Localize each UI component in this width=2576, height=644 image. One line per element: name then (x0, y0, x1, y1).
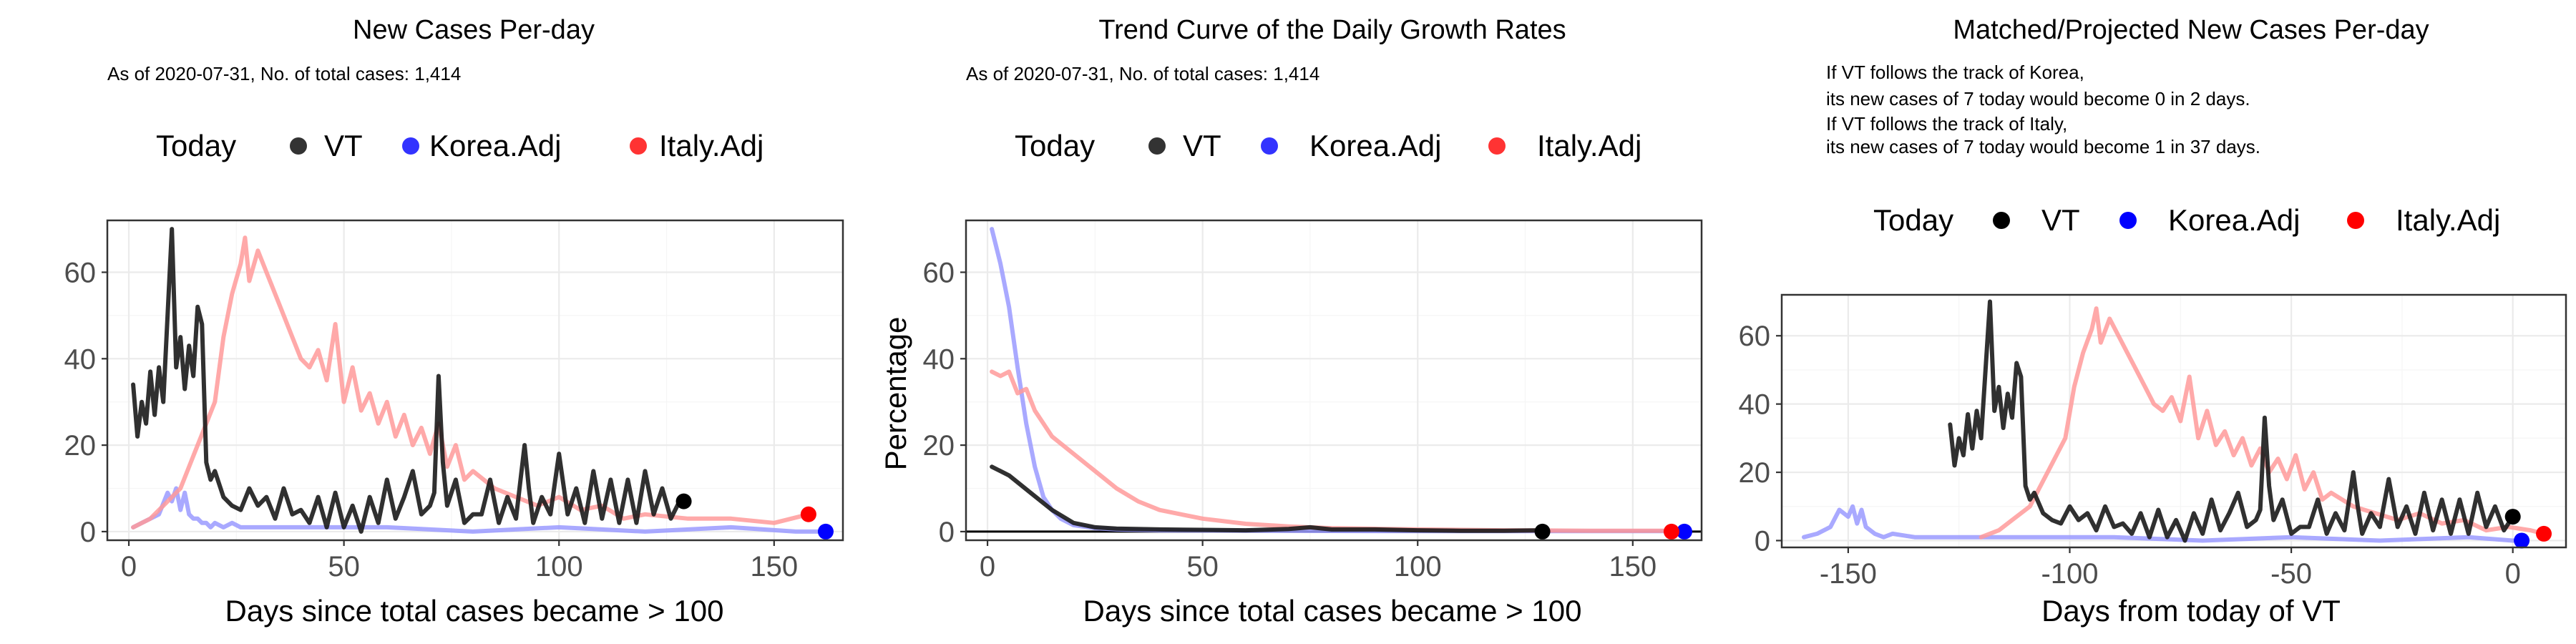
y-tick-label: 20 (923, 430, 955, 462)
legend-vt-label: VT (324, 129, 363, 162)
series-line-vt (1948, 299, 2515, 543)
legend-italy-dot (630, 137, 647, 155)
legend-korea-label: Korea.Adj (2168, 203, 2300, 237)
today-point-italy (800, 506, 816, 522)
legend-italy-dot (1488, 137, 1506, 155)
panel-3-title: Matched/Projected New Cases Per-day (1953, 15, 2429, 45)
legend-korea-label: Korea.Adj (429, 129, 561, 162)
panel-2-plot: 0 50 100 150 0 20 40 60 (923, 219, 1703, 582)
legend-vt-dot (1993, 212, 2010, 229)
x-tick-label: -150 (1820, 558, 1877, 590)
legend-korea-dot (402, 137, 419, 155)
plot-frame (106, 219, 844, 542)
legend-italy-dot (2347, 212, 2364, 229)
x-tick-label: 150 (1609, 551, 1657, 582)
y-tick-label: 60 (1739, 321, 1771, 352)
today-point-korea (1676, 523, 1692, 540)
panel-2-title: Trend Curve of the Daily Growth Rates (1098, 15, 1566, 45)
panel-3-subtitle-line-4: its new cases of 7 today would become 1 … (1826, 136, 2260, 157)
legend-vt-label: VT (2041, 203, 2080, 237)
today-point-italy (2536, 525, 2552, 542)
y-tick-label: 40 (64, 343, 97, 375)
panel-2-xlabel: Days since total cases became > 100 (1083, 594, 1582, 628)
legend-vt-dot (290, 137, 307, 155)
y-tick-label: 0 (1755, 525, 1770, 557)
x-tick-label: 50 (328, 551, 360, 582)
panel-1-plot: 0 50 100 150 0 20 40 60 (64, 219, 844, 582)
x-tick-label: 100 (535, 551, 583, 582)
today-point-korea (2514, 532, 2530, 549)
y-tick-label: 0 (80, 517, 96, 548)
x-tick-label: 0 (121, 551, 137, 582)
panel-1-xlabel: Days since total cases became > 100 (225, 594, 724, 628)
x-tick-label: 150 (750, 551, 798, 582)
today-point-vt (1534, 523, 1551, 540)
plot-frame (965, 219, 1703, 542)
x-tick-label: 0 (980, 551, 995, 582)
panel-3-xlabel: Days from today of VT (2041, 594, 2341, 628)
panel-growth-rates: Trend Curve of the Daily Growth Rates As… (879, 15, 1703, 628)
panel-2-subtitle: As of 2020-07-31, No. of total cases: 1,… (966, 63, 1319, 84)
legend-korea-dot (1261, 137, 1278, 155)
y-tick-label: 40 (923, 343, 955, 375)
legend-italy-label: Italy.Adj (659, 129, 763, 162)
series-line-korea (990, 227, 1687, 534)
series-line-korea (1802, 504, 2524, 543)
series-line-italy (131, 235, 811, 530)
today-point-korea (817, 523, 834, 540)
x-tick-label: -100 (2041, 558, 2098, 590)
panel-projected-cases: Matched/Projected New Cases Per-day If V… (1739, 15, 2567, 628)
legend-vt-dot (1148, 137, 1166, 155)
today-point-italy (1663, 523, 1679, 540)
panel-1-legend: Today VT Korea.Adj Italy.Adj (156, 129, 763, 162)
panel-2-legend: Today VT Korea.Adj Italy.Adj (1015, 129, 1641, 162)
panel-3-legend: Today VT Korea.Adj Italy.Adj (1873, 203, 2500, 237)
panel-new-cases: New Cases Per-day As of 2020-07-31, No. … (64, 15, 844, 628)
legend-title: Today (156, 129, 236, 162)
y-tick-label: 20 (1739, 457, 1771, 489)
series-line-italy (990, 369, 1674, 533)
panel-2-ylabel: Percentage (879, 317, 912, 471)
panel-3-subtitle-line-2: its new cases of 7 today would become 0 … (1826, 88, 2250, 109)
x-tick-label: 0 (2505, 558, 2521, 590)
series-line-vt (131, 227, 682, 534)
series-line-vt (990, 464, 1545, 533)
y-tick-label: 20 (64, 430, 97, 462)
legend-italy-label: Italy.Adj (1537, 129, 1641, 162)
legend-italy-label: Italy.Adj (2396, 203, 2500, 237)
y-tick-label: 60 (64, 257, 97, 288)
legend-korea-dot (2119, 212, 2137, 229)
legend-vt-label: VT (1183, 129, 1221, 162)
today-point-vt (675, 493, 692, 509)
panel-3-plot: -150 -100 -50 0 0 20 40 60 (1739, 293, 2567, 590)
x-tick-label: 100 (1394, 551, 1442, 582)
panel-3-subtitle-line-3: If VT follows the track of Italy, (1826, 113, 2067, 135)
x-tick-label: 50 (1186, 551, 1219, 582)
today-point-vt (2504, 509, 2521, 525)
y-tick-label: 40 (1739, 389, 1771, 421)
legend-title: Today (1873, 203, 1953, 237)
x-tick-label: -50 (2270, 558, 2312, 590)
legend-korea-label: Korea.Adj (1309, 129, 1441, 162)
panel-1-subtitle: As of 2020-07-31, No. of total cases: 1,… (107, 63, 461, 84)
y-tick-label: 0 (939, 517, 955, 548)
legend-title: Today (1015, 129, 1095, 162)
plot-frame (1780, 293, 2567, 549)
panel-3-subtitle-line-1: If VT follows the track of Korea, (1826, 62, 2084, 83)
y-tick-label: 60 (923, 257, 955, 288)
panel-1-title: New Cases Per-day (353, 15, 595, 45)
